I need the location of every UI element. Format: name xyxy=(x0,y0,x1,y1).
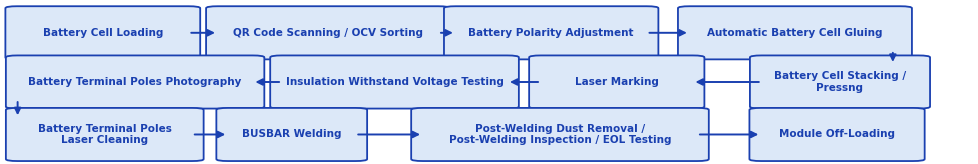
FancyBboxPatch shape xyxy=(443,6,657,59)
Text: Insulation Withstand Voltage Testing: Insulation Withstand Voltage Testing xyxy=(286,77,503,87)
Text: QR Code Scanning / OCV Sorting: QR Code Scanning / OCV Sorting xyxy=(233,28,422,38)
Text: Battery Cell Stacking /
Pressng: Battery Cell Stacking / Pressng xyxy=(774,71,905,93)
FancyBboxPatch shape xyxy=(6,6,200,59)
Text: Battery Cell Loading: Battery Cell Loading xyxy=(43,28,162,38)
FancyBboxPatch shape xyxy=(6,55,264,109)
Text: Battery Polarity Adjustment: Battery Polarity Adjustment xyxy=(467,28,634,38)
Text: Laser Marking: Laser Marking xyxy=(574,77,658,87)
Text: BUSBAR Welding: BUSBAR Welding xyxy=(242,130,341,139)
Text: Automatic Battery Cell Gluing: Automatic Battery Cell Gluing xyxy=(706,28,882,38)
FancyBboxPatch shape xyxy=(411,108,708,161)
FancyBboxPatch shape xyxy=(528,55,704,109)
Text: Module Off-Loading: Module Off-Loading xyxy=(778,130,894,139)
FancyBboxPatch shape xyxy=(270,55,518,109)
FancyBboxPatch shape xyxy=(6,108,203,161)
FancyBboxPatch shape xyxy=(216,108,367,161)
FancyBboxPatch shape xyxy=(205,6,449,59)
Text: Battery Terminal Poles
Laser Cleaning: Battery Terminal Poles Laser Cleaning xyxy=(38,124,171,145)
FancyBboxPatch shape xyxy=(677,6,911,59)
Text: Post-Welding Dust Removal /
Post-Welding Inspection / EOL Testing: Post-Welding Dust Removal / Post-Welding… xyxy=(448,124,671,145)
Text: Battery Terminal Poles Photography: Battery Terminal Poles Photography xyxy=(28,77,242,87)
FancyBboxPatch shape xyxy=(749,55,929,109)
FancyBboxPatch shape xyxy=(748,108,923,161)
